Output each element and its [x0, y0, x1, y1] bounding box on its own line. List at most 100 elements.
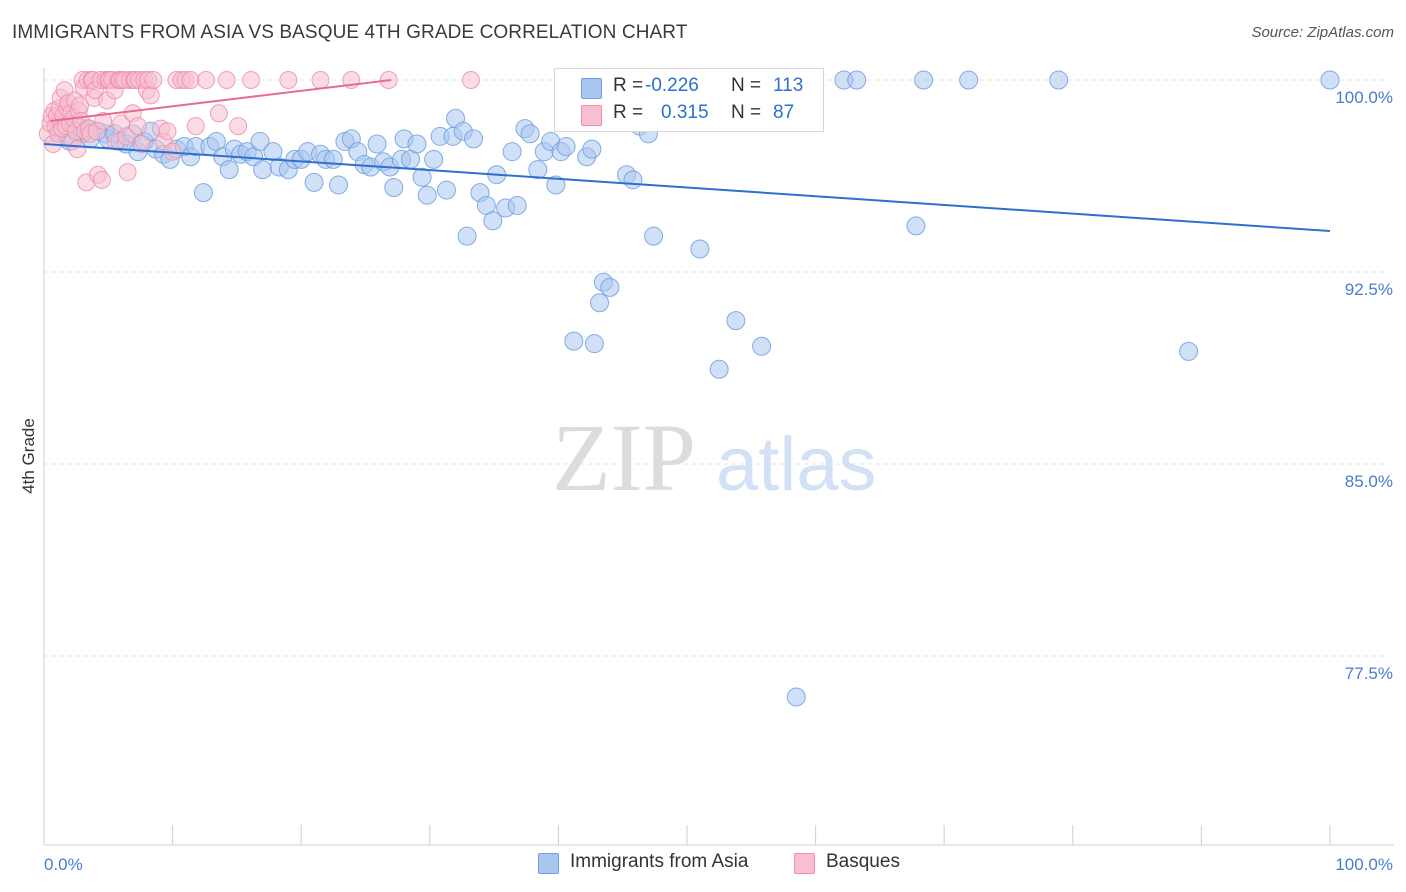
- basques-point: [229, 117, 248, 136]
- asia-point: [250, 131, 270, 151]
- basques-point: [197, 71, 216, 89]
- legend-swatch-asia: [581, 78, 602, 99]
- y-tick-label: 77.5%: [1345, 664, 1393, 683]
- asia-point: [417, 185, 437, 205]
- basques-point: [217, 71, 236, 89]
- r-label: R =: [613, 102, 644, 123]
- legend-label-asia: Immigrants from Asia: [570, 851, 749, 872]
- asia-point: [546, 175, 566, 195]
- watermark-zip: ZIP: [552, 404, 696, 511]
- basques-point: [242, 71, 261, 89]
- asia-point: [914, 70, 934, 90]
- asia-point: [407, 134, 427, 154]
- x-tick-label: 100.0%: [1335, 855, 1393, 874]
- chart-title: IMMIGRANTS FROM ASIA VS BASQUE 4TH GRADE…: [12, 22, 688, 43]
- asia-point: [584, 334, 604, 354]
- asia-point: [528, 160, 548, 180]
- asia-point: [304, 172, 324, 192]
- asia-point: [520, 124, 540, 144]
- asia-point: [906, 216, 926, 236]
- asia-point: [507, 195, 527, 215]
- asia-point: [690, 239, 710, 259]
- asia-point: [726, 311, 746, 331]
- asia-point: [623, 170, 643, 190]
- basques-point: [181, 71, 200, 89]
- asia-point: [437, 180, 457, 200]
- asia-point: [424, 149, 444, 169]
- legend-label-basques: Basques: [826, 851, 900, 872]
- asia-trend-line: [43, 143, 1331, 233]
- basques-point: [461, 71, 480, 89]
- asia-point: [457, 226, 477, 246]
- basques-point: [279, 71, 298, 89]
- n-value: 87: [773, 102, 795, 123]
- asia-point: [483, 211, 503, 231]
- asia-point: [323, 149, 343, 169]
- asia-point: [582, 139, 602, 159]
- asia-point: [1320, 70, 1340, 90]
- basques-point: [209, 104, 228, 123]
- asia-point: [1179, 341, 1199, 361]
- r-value: -0.226: [645, 75, 699, 96]
- watermark-atlas: atlas: [716, 422, 877, 507]
- legend-swatch-basques: [794, 853, 815, 874]
- axes: [43, 68, 1394, 846]
- asia-point: [193, 183, 213, 203]
- legend-row-basques: R = 0.315 N = 87: [555, 102, 823, 130]
- legend-row-asia: R = -0.226 N = 113: [555, 75, 823, 103]
- asia-point: [219, 160, 239, 180]
- source-credit: Source: ZipAtlas.com: [1251, 24, 1394, 41]
- x-tick-label: 0.0%: [44, 855, 83, 874]
- asia-point: [644, 226, 664, 246]
- n-label: N =: [731, 75, 762, 96]
- watermark: ZIP atlas: [552, 404, 877, 511]
- asia-point: [600, 277, 620, 297]
- basques-point: [144, 71, 163, 89]
- asia-point: [847, 70, 867, 90]
- r-value: 0.315: [661, 102, 709, 123]
- asia-point: [328, 175, 348, 195]
- basques-point: [132, 135, 151, 153]
- stats-legend: R = -0.226 N = 113 R = 0.315 N = 87: [554, 68, 824, 132]
- asia-point: [384, 178, 404, 198]
- asia-point: [502, 142, 522, 162]
- basques-point: [68, 140, 87, 159]
- series-legend: Immigrants from Asia Basques: [0, 850, 1406, 880]
- basques-point: [117, 127, 136, 146]
- data-points: [38, 70, 1340, 707]
- basques-point: [94, 111, 113, 130]
- x-tick-labels: 0.0% 100.0%: [44, 855, 1393, 874]
- basques-point: [118, 163, 137, 182]
- y-tick-label: 92.5%: [1345, 280, 1393, 299]
- asia-point: [556, 137, 576, 157]
- basques-point: [92, 170, 111, 189]
- basques-point: [158, 122, 177, 141]
- basques-point: [128, 117, 147, 136]
- y-tick-label: 85.0%: [1345, 472, 1393, 491]
- asia-point: [590, 293, 610, 313]
- basques-trend-line: [50, 79, 392, 122]
- legend-swatch-asia: [538, 853, 559, 874]
- trend-lines: [43, 79, 1331, 233]
- asia-point: [786, 687, 806, 707]
- basques-point: [186, 117, 205, 136]
- asia-point: [959, 70, 979, 90]
- legend-swatch-basques: [581, 105, 602, 126]
- asia-point: [412, 167, 432, 187]
- n-label: N =: [731, 102, 762, 123]
- basques-point: [311, 71, 330, 89]
- n-value: 113: [773, 75, 804, 96]
- asia-point: [752, 336, 772, 356]
- asia-point: [367, 134, 387, 154]
- asia-point: [709, 359, 729, 379]
- asia-point: [1049, 70, 1069, 90]
- asia-point: [253, 160, 273, 180]
- y-tick-label: 100.0%: [1335, 88, 1393, 107]
- asia-point: [564, 331, 584, 351]
- y-tick-labels: 100.0% 92.5% 85.0% 77.5%: [1335, 88, 1393, 683]
- r-label: R =: [613, 75, 644, 96]
- asia-point: [464, 129, 484, 149]
- y-axis-title: 4th Grade: [19, 418, 38, 494]
- basques-point: [141, 86, 160, 105]
